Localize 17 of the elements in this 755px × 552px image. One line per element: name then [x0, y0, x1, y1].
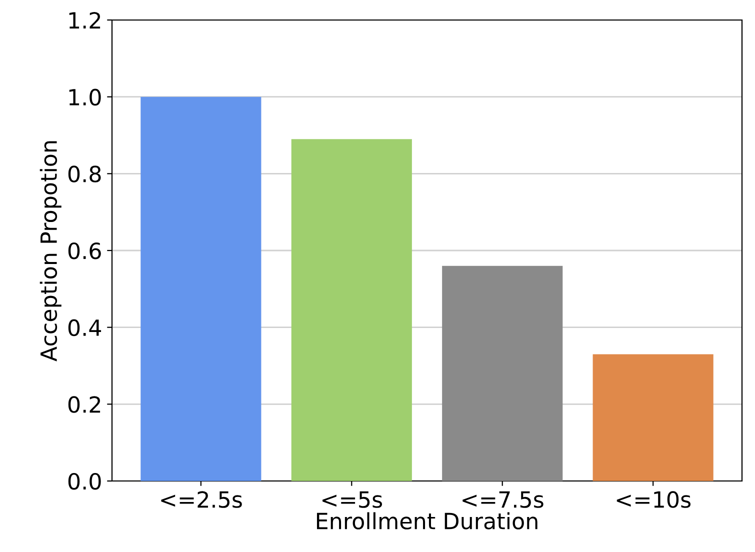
y-tick-label: 1.0 — [69, 88, 101, 106]
y-tick-label: 0.2 — [68, 396, 100, 413]
y-tick-label: 0.6 — [68, 242, 101, 260]
x-tick-label: <=10s — [616, 491, 691, 508]
bar — [592, 354, 714, 481]
bar — [291, 139, 412, 481]
y-tick-label: 0.4 — [68, 319, 102, 336]
y-axis-title: Acception Propotion — [40, 141, 62, 362]
bar — [442, 266, 563, 481]
x-tick-label: <=7.5s — [462, 491, 544, 508]
y-tick-label: 1.2 — [69, 12, 100, 28]
bar — [140, 96, 262, 481]
y-tick-label: 0.0 — [68, 472, 101, 490]
x-tick-label: <=2.5s — [161, 491, 242, 508]
y-tick-label: 0.8 — [68, 166, 101, 182]
x-axis-title: Enrollment Duration — [316, 512, 538, 530]
x-tick-label: <=5s — [322, 491, 382, 508]
